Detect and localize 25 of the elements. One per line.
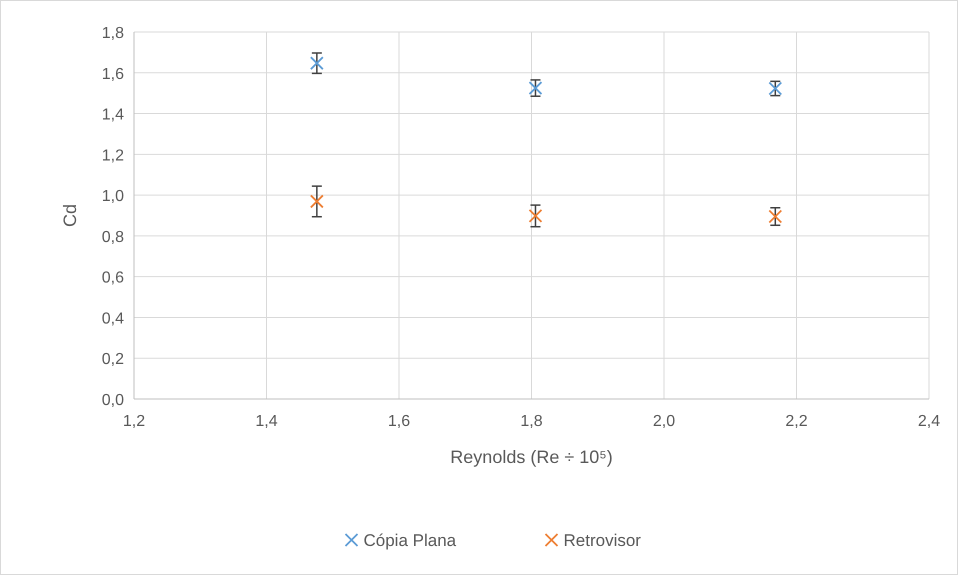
y-tick-label: 1,4: [102, 106, 124, 124]
point: [768, 210, 782, 224]
y-axis-title: Cd: [60, 204, 80, 228]
point: [310, 56, 324, 70]
y-tick-label: 0,8: [102, 228, 124, 246]
x-tick-label: 2,2: [785, 413, 808, 430]
x-axis-title: Reynolds (Re ÷ 10⁵): [450, 447, 613, 467]
y-tick-label: 0,2: [102, 351, 124, 368]
x-tick-label: 1,4: [255, 413, 278, 430]
y-tick-label: 0,6: [102, 270, 124, 287]
x-tick-label: 2,4: [918, 413, 940, 430]
y-tick-label: 1,2: [102, 147, 124, 164]
y-tick-label: 1,0: [102, 188, 124, 206]
legend-label: Retrovisor: [564, 531, 642, 550]
y-tick-label: 0,4: [102, 310, 124, 328]
x-tick-label: 2,0: [652, 413, 676, 430]
point: [310, 194, 324, 208]
x-tick-label: 1,2: [122, 413, 146, 430]
legend-label: Cópia Plana: [364, 531, 457, 550]
x-tick-label: 1,8: [520, 413, 543, 430]
point: [528, 209, 542, 223]
y-tick-label: 0,0: [102, 392, 124, 409]
x-tick-label: 1,6: [388, 413, 410, 430]
y-tick-label: 1,8: [102, 25, 124, 42]
y-tick-label: 1,6: [102, 66, 124, 83]
